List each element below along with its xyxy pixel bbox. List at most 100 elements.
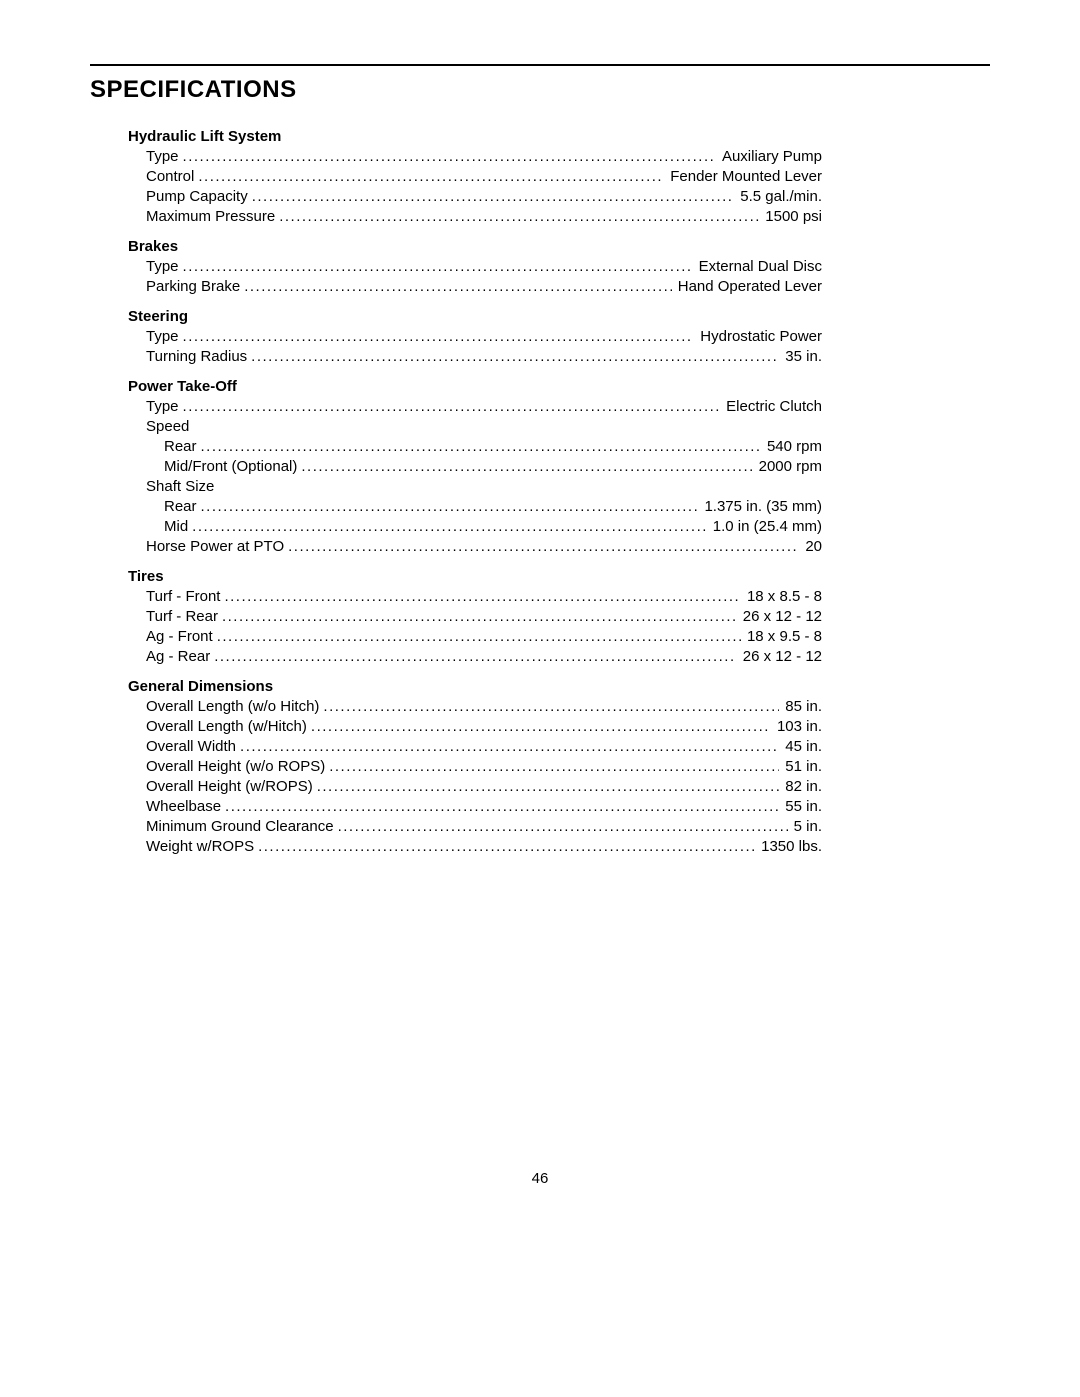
spec-value: 20 [799,538,822,556]
dot-leader: ........................................… [214,648,737,666]
section-heading: Brakes [128,238,822,256]
section-heading: Tires [128,568,822,586]
spec-label: Parking Brake [146,278,244,296]
group-label: Shaft Size [146,478,822,496]
spec-row: Control.................................… [146,168,822,186]
spec-row: Maximum Pressure........................… [146,208,822,226]
spec-value: 5 in. [788,818,822,836]
spec-label: Minimum Ground Clearance [146,818,338,836]
spec-value: 2000 rpm [753,458,822,476]
spec-row: Ag - Front..............................… [146,628,822,646]
spec-row: Turf - Rear.............................… [146,608,822,626]
spec-value: 18 x 8.5 - 8 [741,588,822,606]
dot-leader: ........................................… [225,798,779,816]
dot-leader: ........................................… [217,628,741,646]
spec-row: Minimum Ground Clearance................… [146,818,822,836]
spec-value: 55 in. [779,798,822,816]
dot-leader: ........................................… [183,398,721,416]
spec-label: Overall Height (w/ROPS) [146,778,317,796]
dot-leader: ........................................… [240,738,779,756]
spec-row: Turf - Front............................… [146,588,822,606]
spec-row: Overall Length (w/o Hitch)..............… [146,698,822,716]
spec-row: Type....................................… [146,328,822,346]
spec-label: Type [146,258,183,276]
spec-value: External Dual Disc [693,258,822,276]
spec-value: 45 in. [779,738,822,756]
spec-row: Type....................................… [146,398,822,416]
dot-leader: ........................................… [192,518,707,536]
spec-value: 18 x 9.5 - 8 [741,628,822,646]
spec-row: Ag - Rear...............................… [146,648,822,666]
spec-value: 35 in. [779,348,822,366]
spec-value: 540 rpm [761,438,822,456]
spec-label: Control [146,168,198,186]
spec-label: Overall Length (w/o Hitch) [146,698,323,716]
spec-row: Turning Radius..........................… [146,348,822,366]
page: SPECIFICATIONS Hydraulic Lift System Type… [0,0,1080,1397]
dot-leader: ........................................… [301,458,752,476]
dot-leader: ........................................… [279,208,759,226]
dot-leader: ........................................… [252,188,735,206]
dot-leader: ........................................… [317,778,780,796]
spec-value: 5.5 gal./min. [734,188,822,206]
spec-value: 1.0 in (25.4 mm) [707,518,822,536]
dot-leader: ........................................… [258,838,755,856]
dot-leader: ........................................… [183,148,716,166]
spec-row: Rear....................................… [164,438,822,456]
dot-leader: ........................................… [338,818,788,836]
page-title: SPECIFICATIONS [90,76,990,104]
group-label: Speed [146,418,822,436]
spec-row: Horse Power at PTO......................… [146,538,822,556]
spec-value: 1500 psi [759,208,822,226]
spec-label: Horse Power at PTO [146,538,288,556]
dot-leader: ........................................… [323,698,779,716]
spec-label: Ag - Front [146,628,217,646]
dot-leader: ........................................… [224,588,741,606]
spec-label: Mid [164,518,192,536]
spec-row: Overall Height (w/ROPS).................… [146,778,822,796]
spec-value: 26 x 12 - 12 [737,648,822,666]
top-rule [90,64,990,66]
spec-label: Overall Length (w/Hitch) [146,718,311,736]
spec-label: Type [146,328,183,346]
spec-value: Hydrostatic Power [694,328,822,346]
spec-row: Type....................................… [146,148,822,166]
spec-value: 85 in. [779,698,822,716]
spec-value: Fender Mounted Lever [664,168,822,186]
section-heading: Power Take-Off [128,378,822,396]
spec-value: Electric Clutch [720,398,822,416]
spec-row: Overall Height (w/o ROPS)...............… [146,758,822,776]
dot-leader: ........................................… [251,348,779,366]
page-number: 46 [0,1170,1080,1187]
spec-label: Maximum Pressure [146,208,279,226]
section-heading: Hydraulic Lift System [128,128,822,146]
section-heading: General Dimensions [128,678,822,696]
spec-label: Pump Capacity [146,188,252,206]
spec-row: Rear....................................… [164,498,822,516]
spec-row: Parking Brake...........................… [146,278,822,296]
spec-label: Overall Width [146,738,240,756]
spec-label: Turf - Front [146,588,224,606]
dot-leader: ........................................… [288,538,799,556]
spec-value: Auxiliary Pump [716,148,822,166]
spec-row: Wheelbase...............................… [146,798,822,816]
spec-value: 82 in. [779,778,822,796]
spec-label: Rear [164,438,201,456]
dot-leader: ........................................… [329,758,779,776]
spec-value: 51 in. [779,758,822,776]
dot-leader: ........................................… [198,168,664,186]
spec-value: 103 in. [771,718,822,736]
spec-row: Pump Capacity...........................… [146,188,822,206]
dot-leader: ........................................… [244,278,672,296]
dot-leader: ........................................… [311,718,771,736]
spec-label: Mid/Front (Optional) [164,458,301,476]
spec-label: Type [146,398,183,416]
spec-label: Type [146,148,183,166]
spec-value: 1350 lbs. [755,838,822,856]
dot-leader: ........................................… [201,438,761,456]
spec-value: 1.375 in. (35 mm) [698,498,822,516]
spec-value: Hand Operated Lever [672,278,822,296]
spec-label: Overall Height (w/o ROPS) [146,758,329,776]
spec-label: Turning Radius [146,348,251,366]
dot-leader: ........................................… [183,328,695,346]
